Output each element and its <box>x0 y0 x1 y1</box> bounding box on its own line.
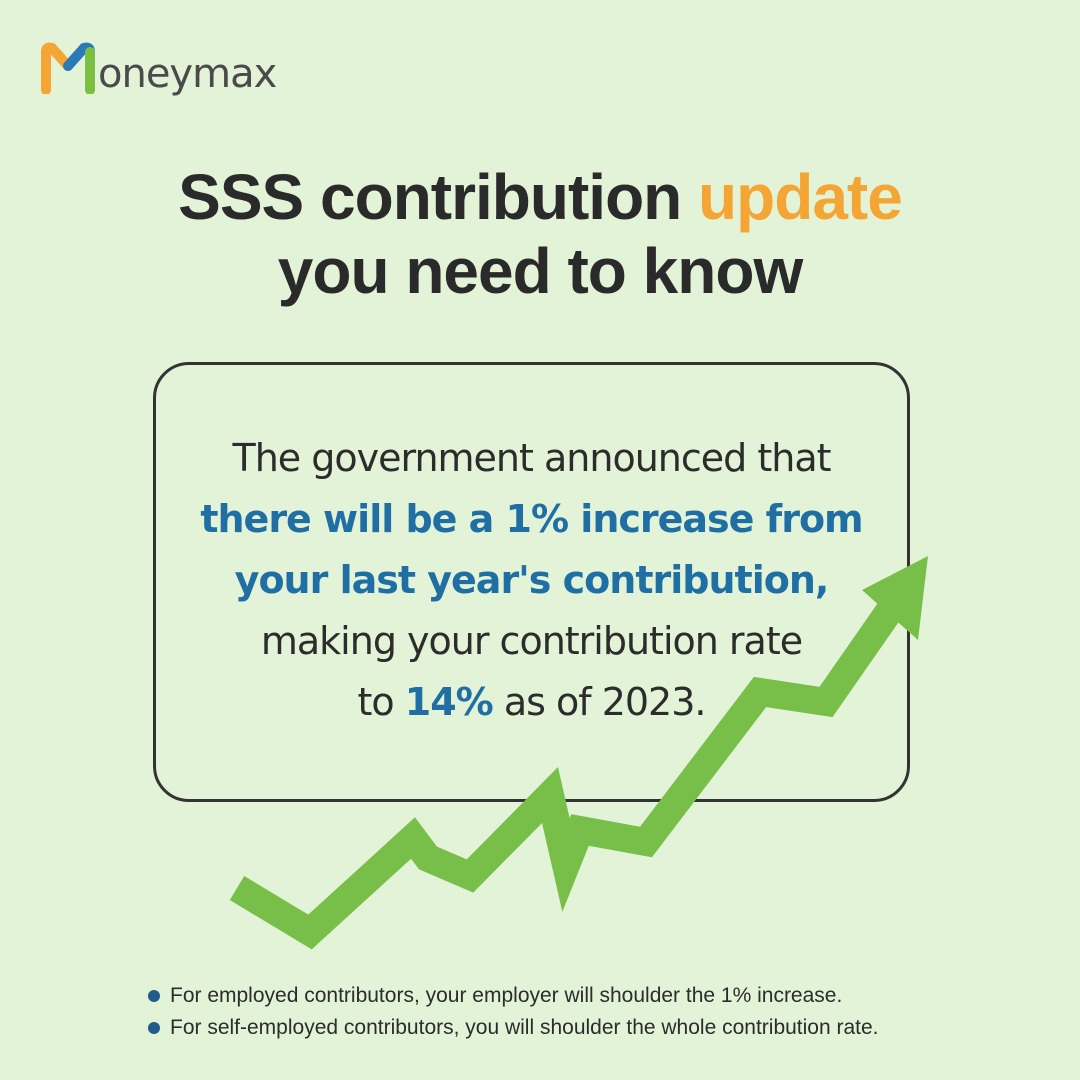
logo: oneymax <box>40 38 277 97</box>
note-text: For self-employed contributors, you will… <box>170 1016 879 1039</box>
note-text: For employed contributors, your employer… <box>170 984 843 1007</box>
logo-mark <box>41 42 95 94</box>
bullet <box>148 990 160 1002</box>
note: For employed contributors, your employer… <box>148 980 879 1012</box>
body-text: as of 2023. <box>503 680 707 724</box>
logo-text: oneymax <box>98 51 277 97</box>
card-line: there will be a 1% increase from <box>153 489 910 550</box>
card-line: The government announced that <box>153 428 910 489</box>
headline-line: you need to know <box>277 235 803 307</box>
arrow-head <box>862 556 928 640</box>
body-text: making your contribution rate <box>260 619 803 663</box>
body-text: to <box>357 680 395 724</box>
emphasis-text: there will be a 1% increase from <box>200 497 863 541</box>
arrow-line <box>229 602 902 950</box>
card-line: making your contribution rate <box>153 611 910 672</box>
emphasis-text: 14% <box>404 680 494 724</box>
bullet <box>148 1022 160 1034</box>
emphasis-text: your last year's contribution, <box>234 558 830 602</box>
note: For self-employed contributors, you will… <box>148 1012 879 1044</box>
logo-stroke-orange <box>41 42 73 94</box>
card-line: your last year's contribution, <box>153 550 910 611</box>
headline: SSS contribution update you need to know <box>0 160 1080 308</box>
headline-highlight: update <box>698 161 903 233</box>
headline-text: SSS contribution <box>178 161 682 233</box>
notes: For employed contributors, your employer… <box>148 980 879 1044</box>
card-text: The government announced that there will … <box>153 428 910 733</box>
headline-line: SSS contribution update <box>0 160 1080 234</box>
card-line: to 14% as of 2023. <box>153 672 910 733</box>
body-text: The government announced that <box>232 436 832 480</box>
